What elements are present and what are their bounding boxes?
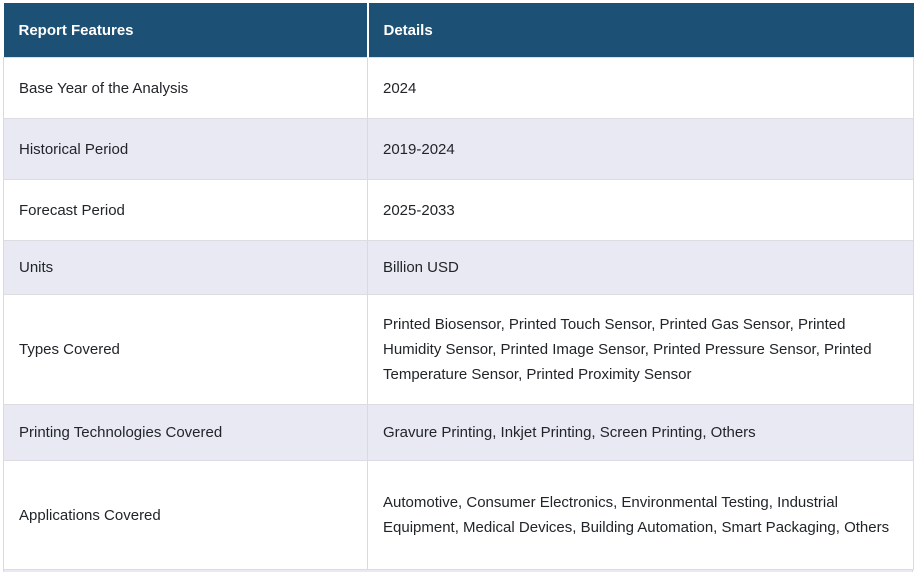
- feature-cell: Printing Technologies Covered: [3, 404, 368, 461]
- feature-cell: Applications Covered: [3, 460, 368, 570]
- column-header-details: Details: [367, 3, 914, 58]
- table-row: Units Billion USD: [3, 240, 914, 295]
- feature-cell: Forecast Period: [3, 179, 368, 241]
- detail-cell: Gravure Printing, Inkjet Printing, Scree…: [367, 404, 914, 461]
- table-row: Historical Period 2019-2024: [3, 118, 914, 180]
- table-row: Printing Technologies Covered Gravure Pr…: [3, 404, 914, 461]
- table-row: Applications Covered Automotive, Consume…: [3, 460, 914, 570]
- detail-cell: 2025-2033: [367, 179, 914, 241]
- table-row: Types Covered Printed Biosensor, Printed…: [3, 294, 914, 405]
- feature-cell: Historical Period: [3, 118, 368, 180]
- table-row: Base Year of the Analysis 2024: [3, 57, 914, 119]
- feature-cell: Base Year of the Analysis: [3, 57, 368, 119]
- detail-cell: Printed Biosensor, Printed Touch Sensor,…: [367, 294, 914, 405]
- feature-cell: Units: [3, 240, 368, 295]
- detail-cell: Billion USD: [367, 240, 914, 295]
- detail-cell: 2019-2024: [367, 118, 914, 180]
- detail-cell: Automotive, Consumer Electronics, Enviro…: [367, 460, 914, 570]
- detail-cell: 2024: [367, 57, 914, 119]
- feature-cell: Types Covered: [3, 294, 368, 405]
- table-row: Forecast Period 2025-2033: [3, 179, 914, 241]
- column-header-report-features: Report Features: [3, 3, 369, 58]
- table-header-row: Report Features Details: [3, 3, 914, 58]
- report-features-page: Report Features Details Base Year of the…: [0, 3, 918, 572]
- report-features-table: Report Features Details Base Year of the…: [3, 3, 914, 570]
- next-row-partial: [3, 570, 913, 572]
